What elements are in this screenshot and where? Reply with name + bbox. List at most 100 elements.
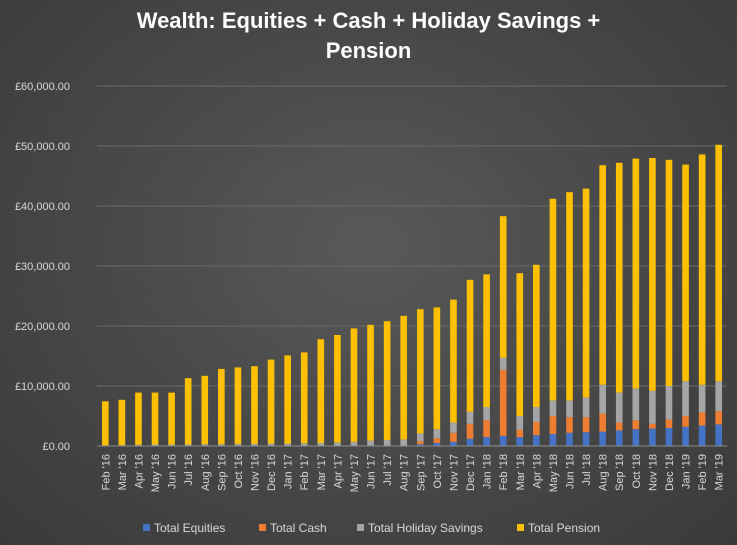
x-tick-label: May '17 xyxy=(349,454,361,492)
x-tick-label: Mar '16 xyxy=(117,454,129,490)
bar-segment xyxy=(300,443,308,446)
bar-segment xyxy=(118,399,126,446)
bar-segment xyxy=(599,413,606,432)
bar-segment xyxy=(665,386,673,420)
bar-segment xyxy=(218,368,225,445)
bar-segment xyxy=(334,442,341,446)
bar-segment xyxy=(649,428,656,446)
bar-segment xyxy=(450,432,457,442)
bar-segment xyxy=(649,423,656,429)
y-tick-label: £20,000.00 xyxy=(15,321,70,333)
bar-segment xyxy=(317,443,325,446)
bar-segment xyxy=(400,315,408,440)
bar-segment xyxy=(516,273,524,416)
bar-segment xyxy=(715,424,723,446)
bar-segment xyxy=(566,400,573,418)
chart-title-line-2: Pension xyxy=(326,38,412,63)
bar-segment xyxy=(632,420,640,430)
y-tick-label: £10,000.00 xyxy=(15,381,70,393)
x-tick-label: Jun '16 xyxy=(167,454,179,489)
bar-segment xyxy=(267,359,275,444)
x-tick-label: Feb '16 xyxy=(100,454,112,490)
x-tick-label: Dec '16 xyxy=(266,454,278,491)
x-tick-label: Oct '18 xyxy=(631,454,643,489)
bar-segment xyxy=(549,198,557,401)
bar-segment xyxy=(383,321,391,440)
x-tick-label: May '18 xyxy=(548,454,560,492)
bar-segment xyxy=(698,425,706,446)
x-tick-label: Nov '18 xyxy=(647,454,659,491)
bar-segment xyxy=(649,390,656,424)
bar-segment xyxy=(433,429,441,439)
bar-segment xyxy=(533,422,540,436)
bar-segment xyxy=(101,401,109,446)
axes: £0.00 £10,000.00 £20,000.00 £30,000.00 £40,0… xyxy=(15,81,727,492)
bar-segment xyxy=(350,441,358,446)
bar-segment xyxy=(698,412,706,426)
legend-swatch xyxy=(259,524,266,531)
bar-segment xyxy=(533,264,540,407)
bar-segment xyxy=(698,154,706,385)
bar-segment xyxy=(599,384,606,414)
x-tick-label: Jan '17 xyxy=(283,454,295,489)
x-tick-label: May '16 xyxy=(150,454,162,492)
bar-segment xyxy=(267,443,275,446)
bar-segment xyxy=(350,328,358,442)
x-tick-label: Feb '17 xyxy=(299,454,311,490)
bar-segment xyxy=(433,438,441,443)
x-tick-label: Mar '17 xyxy=(316,454,328,490)
legend: Total Equities Total Cash Total Holiday Sa… xyxy=(143,521,600,535)
x-tick-label: Jul '18 xyxy=(581,454,593,485)
bar-segment xyxy=(284,355,291,444)
x-tick-label: Apr '18 xyxy=(531,454,543,489)
bar-segment xyxy=(251,366,258,444)
x-tick-label: Mar '19 xyxy=(714,454,726,490)
bar-segment xyxy=(450,441,457,446)
bar-segment xyxy=(433,307,441,430)
x-tick-label: Sep '18 xyxy=(614,454,626,491)
bar-segment xyxy=(715,411,723,425)
bars xyxy=(101,144,723,446)
bar-segment xyxy=(201,444,209,446)
bar-segment xyxy=(151,444,159,446)
bar-segment xyxy=(466,438,474,446)
bar-segment xyxy=(234,367,242,444)
y-tick-label: £50,000.00 xyxy=(15,141,70,153)
bar-segment xyxy=(218,444,225,446)
bar-segment xyxy=(466,279,474,412)
bar-segment xyxy=(698,384,706,413)
bar-segment xyxy=(383,440,391,446)
bar-segment xyxy=(416,441,424,445)
bar-segment xyxy=(168,444,175,446)
bar-segment xyxy=(582,432,590,446)
bar-segment xyxy=(317,339,325,443)
bar-segment xyxy=(367,440,374,446)
bar-segment xyxy=(632,388,640,421)
bar-segment xyxy=(682,416,689,427)
bar-segment xyxy=(483,407,490,421)
x-tick-label: Mar '18 xyxy=(515,454,527,490)
bar-segment xyxy=(450,299,457,423)
x-tick-label: Oct '17 xyxy=(432,454,444,489)
x-tick-label: Aug '18 xyxy=(598,454,610,491)
bar-segment xyxy=(367,324,374,441)
bar-segment xyxy=(184,378,192,445)
bar-segment xyxy=(632,158,640,389)
bar-segment xyxy=(566,432,573,446)
bar-segment xyxy=(516,437,524,446)
bar-segment xyxy=(300,352,308,444)
bar-segment xyxy=(483,274,490,407)
y-tick-label: £60,000.00 xyxy=(15,81,70,93)
bar-segment xyxy=(416,433,424,442)
bar-segment xyxy=(400,439,408,446)
bar-segment xyxy=(483,437,490,446)
legend-swatch xyxy=(357,524,364,531)
legend-label: Total Cash xyxy=(270,521,327,535)
bar-segment xyxy=(615,392,623,423)
bar-segment xyxy=(566,417,573,433)
bar-segment xyxy=(499,369,507,436)
y-tick-label: £30,000.00 xyxy=(15,261,70,273)
bar-segment xyxy=(715,144,723,382)
